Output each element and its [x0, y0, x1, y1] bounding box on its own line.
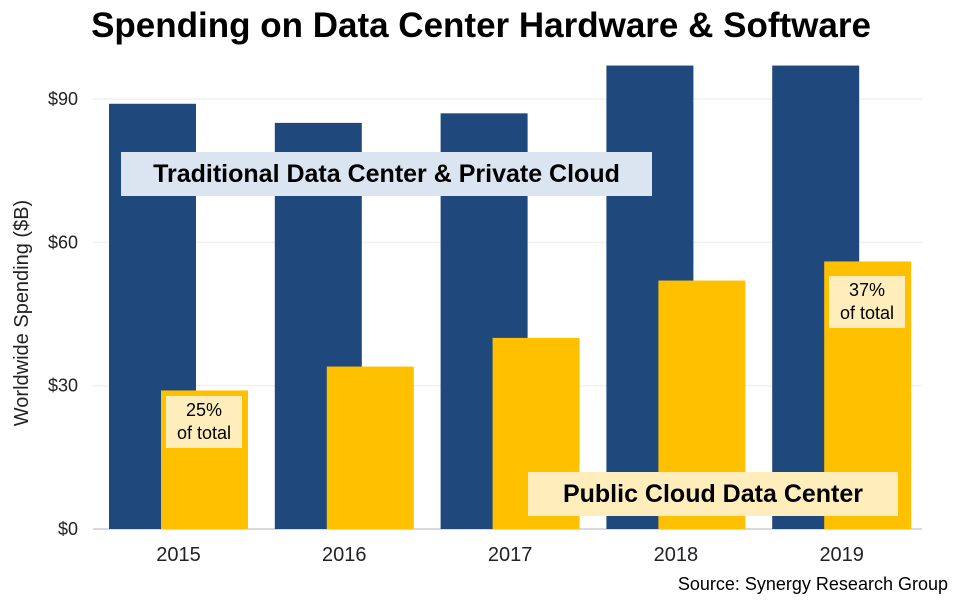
annotation-caption: of total: [839, 303, 895, 323]
y-tick-label: $0: [58, 519, 78, 539]
annotation-percent: 37%: [848, 280, 886, 300]
series-label-traditional: Traditional Data Center & Private Cloud: [121, 152, 652, 196]
bars: [109, 65, 912, 530]
x-tick-label: 2019: [819, 544, 864, 566]
bar-public-cloud-2016: [326, 366, 414, 529]
annotation-percent: 25%: [185, 400, 223, 420]
y-tick-label: $30: [48, 376, 78, 396]
annotation-2019-share: 37% of total: [829, 276, 905, 328]
x-tick-label: 2018: [654, 544, 699, 566]
source-note: Source: Synergy Research Group: [677, 574, 948, 594]
y-axis-label: Worldwide Spending ($B): [11, 200, 33, 426]
annotation-caption: of total: [176, 423, 232, 443]
series-label-public-cloud: Public Cloud Data Center: [528, 472, 898, 516]
x-tick-label: 2016: [322, 544, 367, 566]
y-tick-labels: $0 $30 $60 $90: [48, 89, 78, 539]
annotation-2015-share: 25% of total: [166, 396, 242, 448]
y-tick-label: $90: [48, 89, 78, 109]
x-tick-labels: 2015 2016 2017 2018 2019: [156, 544, 864, 566]
chart-title: Spending on Data Center Hardware & Softw…: [91, 6, 871, 45]
x-tick-label: 2017: [488, 544, 533, 566]
x-tick-label: 2015: [156, 544, 201, 566]
y-tick-label: $60: [48, 232, 78, 252]
